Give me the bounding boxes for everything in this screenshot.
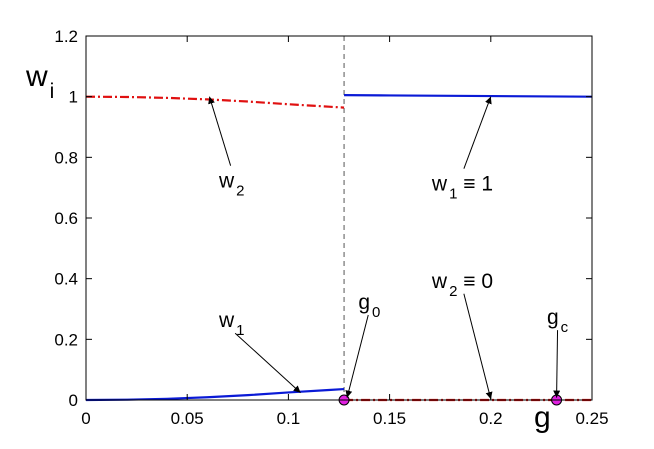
annotation-arrow-3 [234, 332, 301, 394]
y-tick-label-2: 0.4 [54, 270, 78, 289]
annotation-arrow-4 [463, 293, 493, 400]
annotation-arrow-6 [553, 330, 561, 398]
x-tick-label-2: 0.1 [277, 409, 301, 428]
x-axis-title: g [534, 401, 551, 434]
annotation-arrow-1 [208, 96, 232, 166]
plot-area [86, 36, 592, 400]
y-tick-label-0: 0 [69, 391, 78, 410]
annotation-arrow-5 [345, 314, 369, 398]
x-tick-label-3: 0.15 [373, 409, 406, 428]
x-tick-label-1: 0.05 [171, 409, 204, 428]
y-tick-label-1: 0.2 [54, 330, 78, 349]
y-tick-label-3: 0.6 [54, 209, 78, 228]
series-line-3 [85, 95, 345, 109]
series-line-2 [344, 94, 593, 98]
x-tick-label-5: 0.25 [575, 409, 608, 428]
y-tick-label-5: 1 [69, 88, 78, 107]
axis-layer: 0 0.05 0.1 0.15 0.2 0.25 0 0.2 0.4 0.6 0.8 1 1.2 [54, 27, 608, 428]
y-tick-label-4: 0.8 [54, 148, 78, 167]
x-tick-label-4: 0.2 [479, 409, 503, 428]
y-axis-title: wi [25, 60, 54, 103]
annotation-arrow-2 [463, 96, 492, 169]
y-tick-label-6: 1.2 [54, 27, 78, 46]
plot-background [86, 36, 592, 400]
x-tick-label-0: 0 [81, 409, 90, 428]
